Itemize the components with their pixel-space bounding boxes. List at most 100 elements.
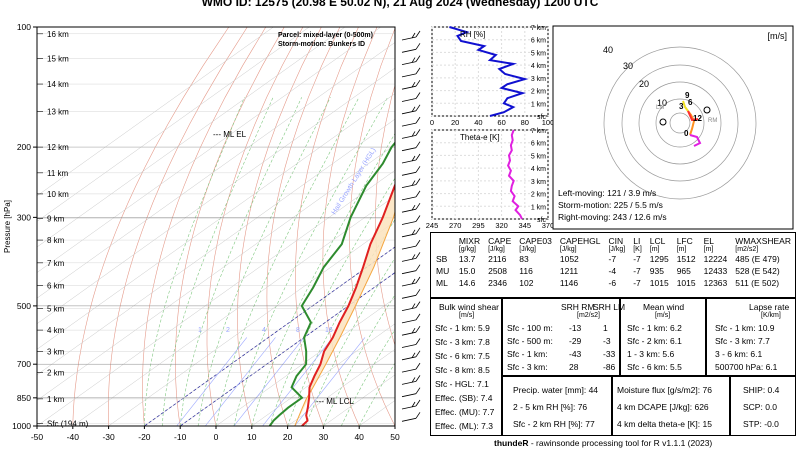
height-label: 5 km [47, 304, 65, 313]
isotherm [37, 27, 381, 273]
height-label: 10 km [47, 190, 69, 199]
dry-adiabat [142, 27, 267, 426]
hodograph-unit: [m/s] [768, 31, 788, 41]
wind-barb [401, 252, 421, 262]
wind-barb [401, 166, 421, 176]
isotherm [37, 27, 310, 222]
param-unit: [J/kg] [559, 246, 577, 253]
param-header: MIXR [458, 236, 481, 246]
param-header: EL [703, 236, 715, 246]
mean-wind-title: Mean wind [643, 302, 685, 312]
height-label: 16 km [47, 30, 69, 39]
profile-tick-label: 295 [472, 221, 485, 230]
profile-height-label: 5 km [531, 153, 546, 160]
profile-height-label: 3 km [531, 179, 546, 186]
srh-rm-value: -29 [569, 336, 582, 346]
mixing-ratio-label: 8 [296, 327, 300, 334]
wind-barb [401, 399, 421, 410]
srh-row-label: Sfc - 500 m: [507, 336, 553, 346]
profile-height-label: sfc [537, 217, 546, 224]
skewt-plot-area [37, 27, 395, 426]
panel-row: 2 - 5 km RH [%]: 76 [513, 402, 588, 412]
param-cell: -4 [608, 266, 617, 276]
param-header: CAPE03 [519, 236, 552, 246]
hodograph-segment [689, 134, 702, 147]
lcl-label: --- ML LCL [316, 397, 354, 406]
parcel-label: Parcel: mixed-layer (0-500m) [278, 32, 373, 39]
pressure-tick-label: 850 [17, 393, 31, 403]
wind-barb [401, 92, 421, 102]
srh-rm-header: SRH RM [561, 302, 595, 312]
wind-barb [401, 289, 421, 299]
srh-row-label: Sfc - 100 m: [507, 323, 553, 333]
profile-line [507, 129, 523, 220]
rm-label: RM [708, 118, 717, 124]
panel-row: SHIP: 0.4 [743, 385, 780, 395]
panel-row: 1 - 3 km: 5.6 [627, 349, 675, 359]
panel-row: Effec. (SB): 7.4 [435, 393, 493, 403]
srh-rm-value: 28 [569, 362, 579, 372]
param-unit: [K] [633, 246, 642, 253]
height-label: 14 km [47, 80, 69, 89]
param-cell: 1211 [559, 266, 579, 276]
isotherm [37, 93, 395, 350]
rm-marker [703, 106, 711, 114]
wind-barb [401, 190, 421, 201]
panel-row: STP: -0.0 [743, 419, 779, 429]
moist-adiabat [179, 97, 302, 426]
profile-height-label: 4 km [531, 63, 546, 70]
profile-title: RH [%] [460, 30, 485, 39]
mixing-ratio-label: 4 [262, 327, 266, 334]
param-cell: 485 (E 479) [735, 254, 780, 264]
param-header: LI [633, 236, 641, 246]
temp-tick-label: 50 [390, 432, 400, 442]
height-label: 2 km [47, 369, 65, 378]
moist-adiabat [162, 97, 274, 426]
param-cell: -7 [608, 254, 617, 264]
panel-row: SCP: 0.0 [743, 402, 778, 412]
srh-lm-value: -3 [603, 336, 611, 346]
hodograph-ring-label: 30 [623, 61, 633, 71]
hodograph-height-label: 9 [685, 91, 690, 100]
chart-title: WMO ID: 12575 (20.98 E 50.02 N), 21 Aug … [201, 0, 599, 9]
moist-adiabat [269, 177, 395, 426]
profile-tick-label: 40 [474, 118, 482, 127]
srh-row-label: Sfc - 1 km: [507, 349, 548, 359]
wind-barb [401, 350, 421, 361]
hodograph-ring-label: 20 [639, 79, 649, 89]
wind-barb [401, 325, 421, 336]
lm-marker [659, 118, 667, 126]
hodograph-ring [603, 46, 757, 200]
dry-adiabat [108, 27, 248, 426]
profile-title: Theta-e [K] [460, 133, 500, 142]
param-row: SB 13.7 2116 83 1052 -7 -7 1295 1512 12224 485 (E … [435, 253, 795, 265]
hodograph-ring-label: 10 [657, 98, 667, 108]
profile-tick-label: 245 [426, 221, 439, 230]
profile-height-label: 7 km [531, 128, 546, 135]
indices-panel: SHIP: 0.4 SCP: 0.0 STP: -0.0 [730, 376, 796, 436]
temp-tick-label: 10 [247, 432, 257, 442]
wind-barb [401, 362, 421, 373]
hodograph-ring-label: 40 [603, 45, 613, 55]
hodograph-segment [687, 110, 699, 122]
panel-row: Sfc - 3 km: 7.7 [715, 336, 770, 346]
srh-lm-header: SRH LM [593, 302, 626, 312]
height-label: Sfc (194 m) [47, 419, 89, 428]
bulk-shear-unit: [m/s] [459, 312, 475, 319]
panel-row: Sfc - 3 km: 7.8 [435, 337, 490, 347]
wind-barb [401, 264, 421, 275]
rh-profile-chart: 0 20 40 60 80 100 7 km 6 km 5 km 4 km 3 km 2 km 1 km… [430, 25, 554, 127]
hgl-isotherm [143, 246, 395, 426]
param-cell: 116 [519, 266, 533, 276]
wind-barb [401, 43, 421, 53]
param-cell: -7 [633, 254, 641, 264]
wind-barb [401, 178, 421, 188]
height-label: 15 km [47, 55, 69, 64]
profile-tick-label: 20 [451, 118, 459, 127]
profile-height-label: 1 km [531, 101, 546, 108]
srh-row-label: Sfc - 3 km: [507, 362, 548, 372]
wind-barb [401, 276, 421, 287]
wind-barb [401, 301, 421, 311]
srh-lm-value: -33 [603, 349, 616, 359]
